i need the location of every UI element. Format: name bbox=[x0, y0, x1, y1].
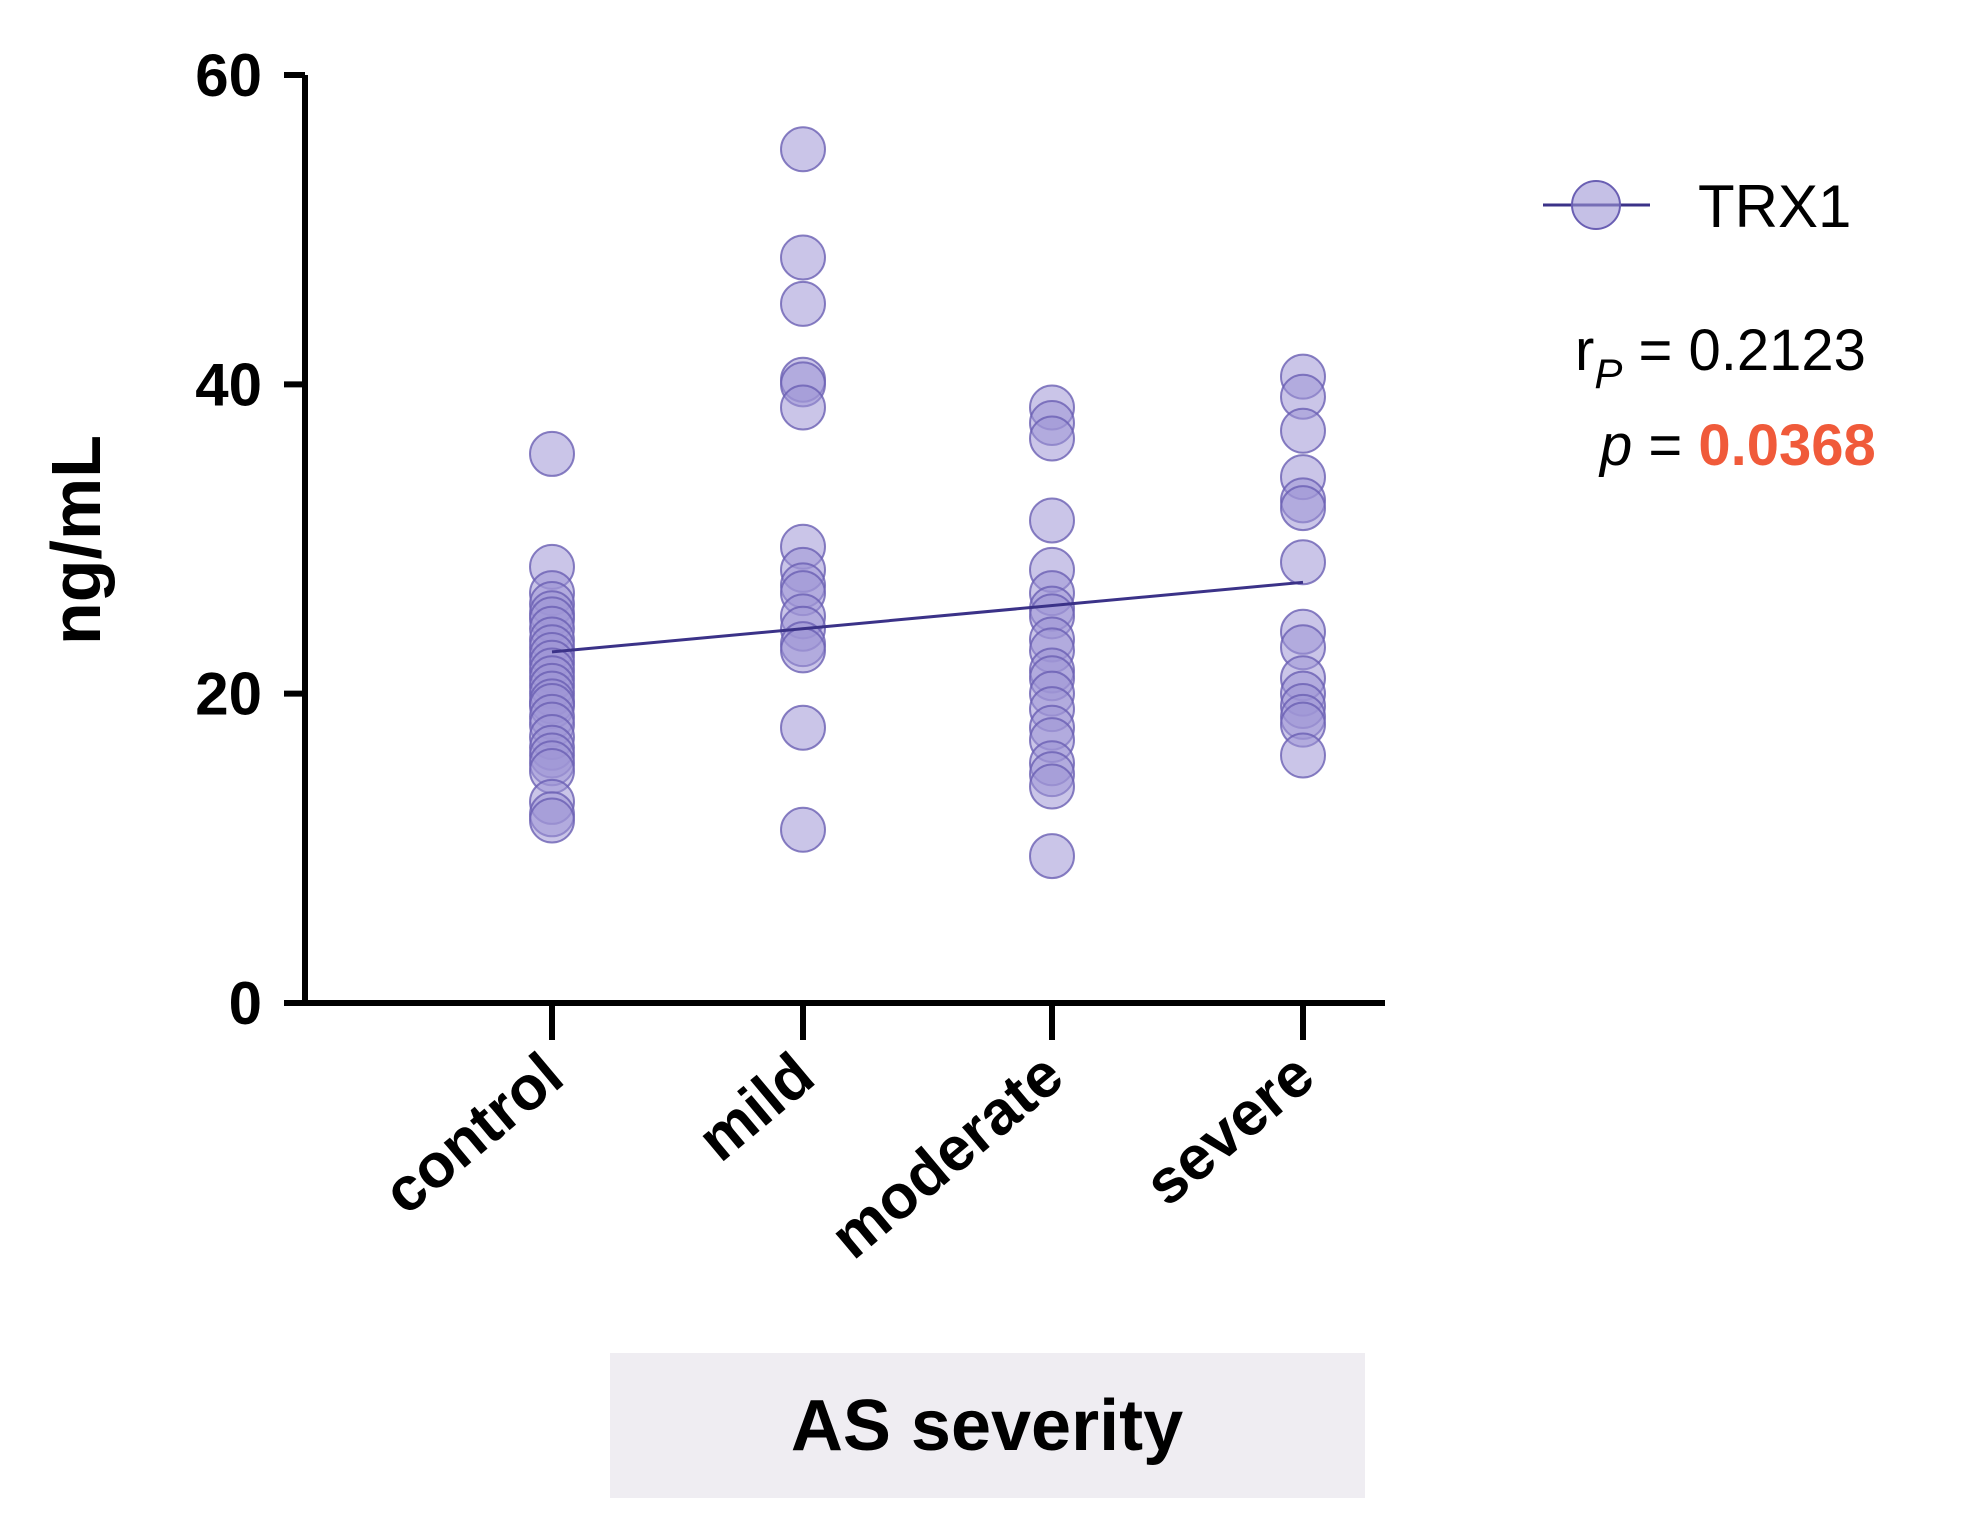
data-point bbox=[1280, 485, 1326, 532]
y-tick-label: 40 bbox=[195, 351, 262, 418]
p-value-annotation: p = 0.0368 bbox=[1598, 413, 1876, 478]
y-ticks: 0 20 40 60 bbox=[195, 42, 305, 1037]
y-tick-label: 60 bbox=[195, 42, 262, 109]
data-point bbox=[1280, 732, 1326, 779]
r-value: = 0.2123 bbox=[1622, 318, 1866, 383]
data-point bbox=[780, 234, 826, 281]
data-point bbox=[1029, 833, 1075, 880]
data-point bbox=[1029, 763, 1075, 810]
legend-label: TRX1 bbox=[1698, 173, 1851, 240]
x-tick-label-moderate: moderate bbox=[818, 1040, 1076, 1272]
data-point bbox=[1280, 407, 1326, 454]
data-point bbox=[1280, 539, 1326, 586]
data-point bbox=[780, 806, 826, 853]
legend-circle-marker bbox=[1571, 180, 1621, 230]
data-point bbox=[780, 126, 826, 173]
p-symbol: p bbox=[1598, 413, 1632, 478]
correlation-annotation: rP = 0.2123 bbox=[1575, 318, 1866, 397]
data-point bbox=[780, 704, 826, 751]
data-point bbox=[780, 280, 826, 327]
data-point bbox=[529, 430, 575, 477]
data-points bbox=[529, 126, 1326, 880]
x-axis-title-box bbox=[610, 1353, 1365, 1498]
y-tick-label: 0 bbox=[229, 970, 262, 1037]
data-point bbox=[1029, 497, 1075, 544]
regression-line bbox=[551, 580, 1304, 654]
x-tick-label-severe: severe bbox=[1132, 1040, 1327, 1219]
r-subscript: P bbox=[1594, 350, 1622, 397]
p-value: 0.0368 bbox=[1698, 413, 1875, 478]
y-tick-label: 20 bbox=[195, 661, 262, 728]
stats-annotation: rP = 0.2123 p = 0.0368 bbox=[1575, 318, 1876, 478]
data-point bbox=[780, 627, 826, 674]
data-point bbox=[1029, 415, 1075, 462]
y-axis-title: ng/mL bbox=[37, 435, 115, 645]
r-symbol: r bbox=[1575, 318, 1594, 383]
x-axis-title: AS severity bbox=[791, 1386, 1183, 1466]
x-tick-label-control: control bbox=[371, 1040, 576, 1228]
data-point bbox=[780, 384, 826, 431]
p-equals: = bbox=[1632, 413, 1698, 478]
x-tick-label-mild: mild bbox=[685, 1040, 827, 1175]
legend: TRX1 bbox=[1543, 173, 1851, 240]
data-point bbox=[529, 797, 575, 844]
